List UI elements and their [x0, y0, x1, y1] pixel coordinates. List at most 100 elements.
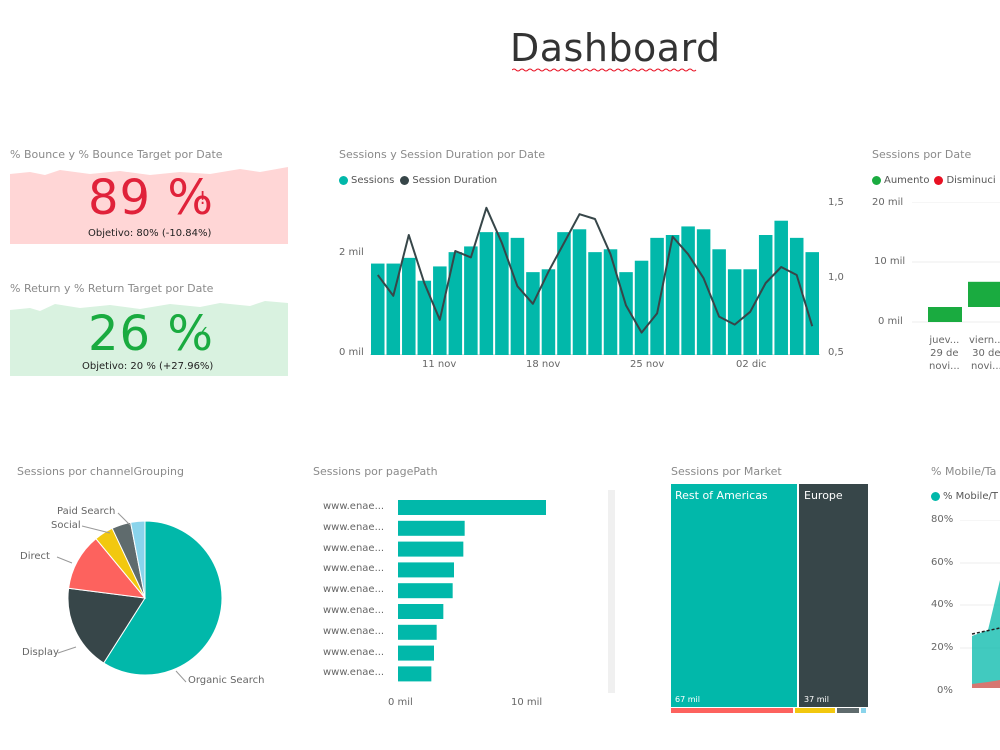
sessions-bar [712, 249, 726, 355]
sessions-bar [588, 252, 602, 355]
kpi-return-value: 26 % [88, 306, 214, 362]
pagepath-plot [398, 500, 546, 682]
pagepath-x-tick: 10 mil [511, 697, 543, 708]
sessions-bar [572, 229, 587, 355]
pie-label-paid-search: Paid Search [57, 506, 116, 517]
sessions-bar [433, 266, 447, 355]
treemap-cell-rest-of-americas[interactable]: Rest of Americas 67 mil [671, 484, 797, 707]
sessions-bar [774, 220, 788, 355]
combo-chart-plot [370, 206, 820, 355]
sessions-bar [665, 235, 680, 355]
sessions-bar [448, 252, 463, 355]
mobile-area-plot [960, 520, 1000, 688]
kpi-return-title[interactable]: % Return y % Return Target por Date [10, 282, 214, 295]
pie-label-direct: Direct [20, 551, 50, 562]
kpi-return-goal: Objetivo: 20 % (+27.96%) [82, 361, 214, 372]
sessions-bar [541, 269, 556, 355]
sessions-bar [727, 269, 742, 355]
waterfall-title[interactable]: Sessions por Date [872, 148, 972, 161]
pie-slice [67, 587, 146, 664]
sessions-bar [495, 232, 509, 355]
pie-label-display: Display [22, 647, 59, 658]
page-title: Dashboard [510, 26, 721, 70]
pie-leader-line [175, 670, 187, 683]
y-right-tick: 1,0 [828, 272, 844, 283]
x-label-line: novi... [970, 361, 1000, 372]
legend-session-duration[interactable]: Session Duration [412, 175, 498, 186]
alert-icon: ! [199, 188, 207, 209]
pagepath-row-label: www.enae... [323, 521, 385, 533]
legend-aumento[interactable]: Aumento [884, 175, 930, 186]
decrease-legend-dot [934, 176, 944, 185]
pagepath-chart-title[interactable]: Sessions por pagePath [313, 465, 438, 478]
treemap-cell-value: 67 mil [675, 695, 700, 704]
mobile-y-tick: 0% [937, 685, 953, 696]
sessions-bar [464, 246, 478, 355]
pagepath-row-label: www.enae... [323, 646, 385, 658]
pie-slice [130, 520, 146, 599]
pie-label-social: Social [51, 520, 81, 531]
sessions-bar [526, 272, 540, 355]
sessions-bar [696, 229, 711, 355]
pie-leader-line [57, 646, 77, 654]
sessions-bar [479, 232, 494, 355]
pie-leader-line [81, 525, 111, 534]
waterfall-y-tick: 10 mil [874, 256, 906, 267]
mobile-chart-legend: % Mobile/T [931, 491, 998, 502]
sessions-bar [402, 257, 416, 355]
waterfall-y-tick: 20 mil [872, 197, 904, 208]
pagepath-row-label: www.enae... [323, 605, 385, 616]
mobile-chart-title[interactable]: % Mobile/Ta [931, 465, 997, 478]
sessions-legend-dot [339, 176, 348, 185]
x-tick: 25 nov [630, 359, 665, 370]
sessions-bar [681, 226, 695, 355]
treemap-cell-europe[interactable]: Europe 37 mil [799, 484, 868, 707]
combo-chart-legend: Sessions Session Duration [339, 175, 497, 186]
treemap-strip-blue[interactable] [861, 708, 866, 713]
mobile-y-tick: 20% [931, 642, 954, 653]
treemap-cell-value: 37 mil [804, 695, 829, 704]
kpi-bounce-background [10, 167, 288, 244]
sessions-bar [805, 252, 819, 355]
legend-sessions[interactable]: Sessions [351, 175, 395, 186]
pagepath-bar [398, 562, 454, 578]
treemap-strip-grey[interactable] [837, 708, 859, 713]
pagepath-bar [398, 645, 434, 661]
x-tick: 11 nov [422, 359, 457, 370]
treemap-strip-yellow[interactable] [795, 708, 835, 713]
y-right-tick: 0,5 [828, 347, 844, 358]
waterfall-y-tick: 0 mil [878, 316, 903, 327]
mobile-legend-dot [931, 492, 940, 501]
sessions-bar [557, 232, 571, 355]
pagepath-scrollbar[interactable] [608, 490, 615, 693]
duration-legend-dot [400, 176, 410, 185]
pie-label-organic-search: Organic Search [188, 675, 265, 686]
sessions-bar [510, 237, 525, 355]
increase-legend-dot [872, 176, 881, 185]
x-label-line: novi... [929, 361, 960, 372]
checkmark-icon: ✓ [196, 322, 210, 341]
treemap-title[interactable]: Sessions por Market [671, 465, 782, 478]
pie-leader-line [56, 556, 73, 564]
treemap-cell-label: Rest of Americas [675, 489, 768, 502]
x-label-line: 30 de [972, 348, 1000, 359]
pagepath-bar [398, 583, 453, 599]
y-left-tick: 0 mil [339, 347, 364, 358]
x-tick: 02 dic [736, 359, 767, 370]
legend-disminucion[interactable]: Disminuci [946, 175, 996, 186]
pagepath-bar [398, 541, 464, 557]
kpi-bounce-title[interactable]: % Bounce y % Bounce Target por Date [10, 148, 223, 161]
pagepath-bar [398, 624, 437, 640]
pagepath-bar [398, 666, 432, 682]
treemap-strip-red[interactable] [671, 708, 793, 713]
pagepath-bar [398, 520, 465, 536]
pie-chart-title[interactable]: Sessions por channelGrouping [17, 465, 184, 478]
pie-leader-line [117, 512, 131, 526]
combo-chart-title[interactable]: Sessions y Session Duration por Date [339, 148, 545, 161]
waterfall-increase-bar [928, 307, 962, 322]
y-right-tick: 1,5 [828, 197, 844, 208]
pie-slice [103, 520, 223, 676]
tablet-area [972, 680, 1000, 688]
pie-chart-plot [56, 512, 223, 683]
legend-mobile[interactable]: % Mobile/T [943, 491, 998, 502]
